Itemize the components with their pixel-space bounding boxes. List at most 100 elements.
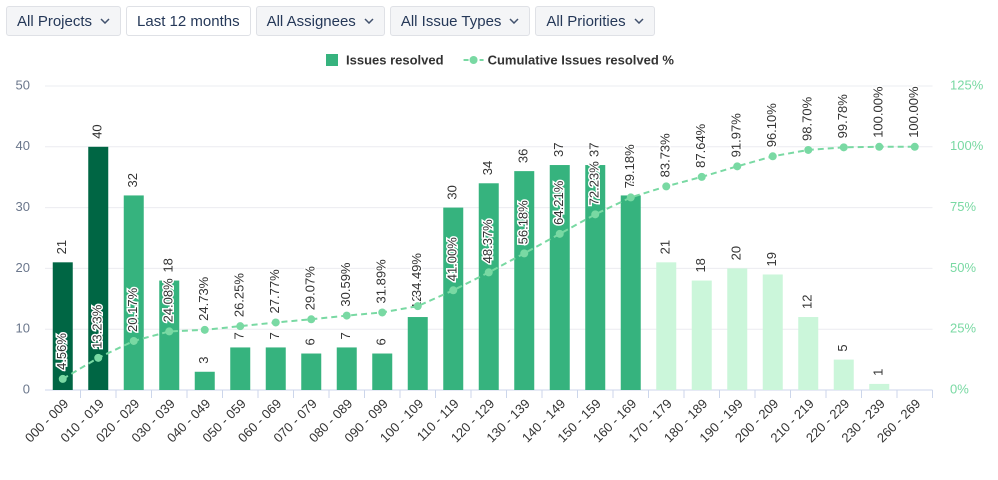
line-point [910,142,919,151]
bar [230,347,251,390]
chevron [509,18,519,24]
line-value-label: 27.77% [267,269,282,314]
line-value-label: 100.00% [871,86,886,138]
y-tick-label: 0 [23,381,30,396]
bar-value-label: 6 [374,338,389,345]
bar-value-label: 32 [125,173,140,187]
filter-bar: All Projects Last 12 months All Assignee… [6,6,655,36]
y2-tick-label: 75% [950,199,976,214]
bar-value-label: 5 [835,344,850,351]
bar-value-label: 21 [658,240,673,254]
line-value-label: 34.49% [409,253,424,298]
line-value-label: 13.23% [90,304,105,349]
line-value-label: 99.78% [835,94,850,139]
line-point [875,142,884,151]
bar [833,359,854,390]
bar-value-label: 18 [161,258,176,272]
line-point [271,318,280,327]
y2-tick-label: 0% [950,381,969,396]
bar [52,262,73,390]
line-point [413,302,422,311]
legend-swatch [326,54,338,66]
bar-value-label: 21 [54,240,69,254]
line-value-label: 100.00% [906,86,921,138]
bar-value-label: 20 [729,246,744,260]
line-point [129,336,138,345]
bar-value-label: 7 [267,332,282,339]
chevron [100,18,110,24]
line-point [626,193,635,202]
bar-value-label: 18 [693,258,708,272]
bar [88,146,109,390]
bar [762,274,783,390]
bar-value-label: 7 [232,332,247,339]
legend-label: Issues resolved [346,52,444,67]
line-point [804,145,813,154]
bar [478,183,499,390]
filter-label: All Priorities [546,12,626,30]
bar [514,171,535,390]
bar [407,317,428,390]
bar-value-label: 1 [871,369,886,376]
bar [194,371,215,390]
filter-button[interactable]: All Priorities [535,6,655,36]
line-point [307,315,316,324]
y-tick-label: 50 [16,77,30,92]
bar-value-label: 37 [587,143,602,157]
bar [691,280,712,390]
filter-button[interactable]: All Assignees [255,6,385,36]
bar [123,195,144,390]
y2-tick-label: 100% [950,138,984,153]
line-point [449,286,458,295]
line-value-label: 24.73% [196,276,211,321]
bar-value-label: 12 [800,295,815,309]
filter-button[interactable]: All Projects [6,6,122,36]
line-value-label: 83.73% [658,133,673,178]
y2-tick-label: 50% [950,260,976,275]
bar [443,207,464,390]
line-value-label: 87.64% [693,123,708,168]
bar [798,317,819,390]
line-value-label: 41.00% [445,237,460,282]
line-point [520,249,529,258]
filter-button[interactable]: Last 12 months [126,6,251,36]
line-value-label: 26.25% [232,273,247,318]
y-tick-label: 30 [16,199,30,214]
chevron [364,18,374,24]
bar [372,353,393,390]
bar [727,268,748,390]
bar-value-label: 36 [516,149,531,163]
chevron [634,18,644,24]
bar-value-label: 6 [303,338,318,345]
line-point [839,143,848,152]
line-point [555,229,564,238]
bar [620,195,641,390]
filter-label: Last 12 months [137,12,240,30]
y-tick-label: 10 [16,321,30,336]
filter-button[interactable]: All Issue Types [389,6,531,36]
line-value-label: 56.18% [516,200,531,245]
bar [656,262,677,390]
line-point [484,268,493,277]
bar-value-label: 40 [90,124,105,138]
bar [869,383,890,390]
line-value-label: 29.07% [303,266,318,311]
line-value-label: 64.21% [551,180,566,225]
bar [265,347,286,390]
filter-label: All Projects [17,12,93,30]
line-value-label: 24.08% [161,278,176,323]
line-point [165,327,174,336]
line-value-label: 91.97% [729,113,744,158]
y2-tick-label: 125% [950,77,984,92]
bar-value-label: 34 [480,161,495,175]
line-point [591,210,600,219]
bar-value-label: 30 [445,185,460,199]
line-point [662,182,671,191]
line-point [733,162,742,171]
y-tick-label: 20 [16,260,30,275]
line-value-label: 31.89% [374,259,389,304]
bar [301,353,322,390]
line-point [378,308,387,317]
